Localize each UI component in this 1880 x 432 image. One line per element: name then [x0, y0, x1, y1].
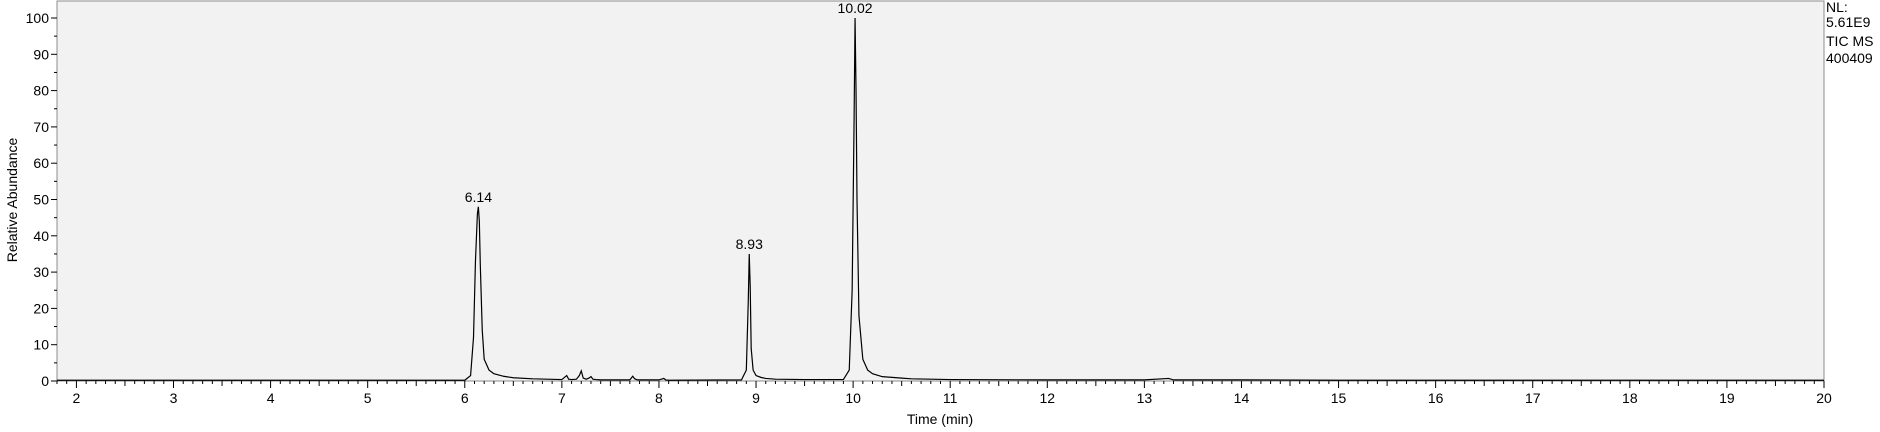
info-line-3: TIC MS	[1826, 33, 1873, 49]
x-tick-label: 17	[1525, 390, 1541, 406]
y-tick-label: 50	[33, 192, 49, 208]
y-tick-label: 60	[33, 155, 49, 171]
x-tick-label: 20	[1816, 390, 1832, 406]
y-axis-title: Relative Abundance	[4, 138, 20, 263]
info-line-1: NL:	[1826, 0, 1848, 15]
x-tick-label: 11	[943, 390, 958, 406]
x-tick-label: 19	[1719, 390, 1735, 406]
y-tick-label: 100	[26, 10, 50, 26]
peak-label: 6.14	[465, 189, 492, 205]
x-tick-label: 18	[1622, 390, 1638, 406]
info-line-4: 400409	[1826, 50, 1873, 66]
y-tick-label: 10	[33, 337, 49, 353]
x-tick-label: 9	[752, 390, 760, 406]
peak-labels: 6.14 8.93 10.02	[465, 0, 873, 252]
x-tick-label: 10	[845, 390, 861, 406]
x-tick-label: 15	[1331, 390, 1347, 406]
y-tick-label: 0	[41, 373, 49, 389]
info-block: NL: 5.61E9 TIC MS 400409	[1826, 0, 1873, 66]
tic-trace	[57, 17, 1824, 381]
x-tick-label: 14	[1234, 390, 1250, 406]
x-tick-label: 4	[267, 390, 275, 406]
x-axis-title: Time (min)	[907, 411, 973, 427]
x-tick-label: 5	[364, 390, 372, 406]
x-tick-label: 8	[655, 390, 663, 406]
x-tick-label: 7	[558, 390, 566, 406]
y-tick-label: 40	[33, 228, 49, 244]
y-tick-label: 80	[33, 83, 49, 99]
x-tick-label: 3	[170, 390, 178, 406]
y-tick-label: 70	[33, 119, 49, 135]
y-axis: 0 10 20 30 40 50 60 70 80 90 100	[26, 10, 57, 389]
x-tick-label: 12	[1040, 390, 1056, 406]
x-tick-label: 13	[1137, 390, 1153, 406]
peak-label: 8.93	[736, 236, 763, 252]
x-axis: 2 3 4 5 6 7 8 9 10 11 12 13 14 15 16 17 18 19 20	[56, 381, 1832, 406]
y-tick-label: 30	[33, 264, 49, 280]
info-line-2: 5.61E9	[1826, 14, 1871, 30]
x-tick-label: 2	[73, 390, 81, 406]
y-tick-label: 90	[33, 46, 49, 62]
x-tick-label: 16	[1428, 390, 1444, 406]
plot-area	[56, 0, 1825, 382]
x-tick-label: 6	[461, 390, 469, 406]
peak-label: 10.02	[838, 0, 873, 16]
y-tick-label: 20	[33, 300, 49, 316]
